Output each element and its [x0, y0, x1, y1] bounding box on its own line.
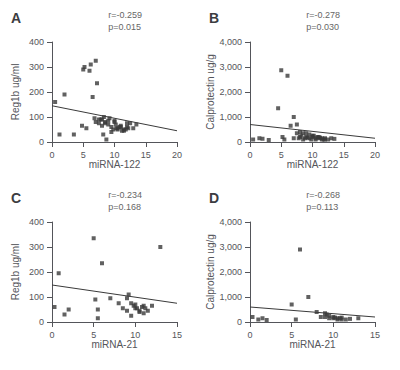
- svg-text:5: 5: [279, 150, 284, 160]
- svg-text:0: 0: [247, 330, 252, 340]
- svg-text:Calprotectin ug/g: Calprotectin ug/g: [205, 54, 216, 130]
- svg-text:5: 5: [81, 150, 86, 160]
- svg-text:p=0.113: p=0.113: [306, 202, 338, 212]
- svg-text:D: D: [209, 190, 219, 206]
- svg-text:10: 10: [109, 150, 119, 160]
- svg-text:Calprotectin ug/g: Calprotectin ug/g: [205, 234, 216, 310]
- svg-text:5: 5: [91, 330, 96, 340]
- svg-text:20: 20: [370, 150, 380, 160]
- svg-text:100: 100: [29, 292, 44, 302]
- svg-text:Reg1b ug/ml: Reg1b ug/ml: [10, 244, 21, 301]
- svg-text:A: A: [11, 10, 21, 26]
- svg-text:400: 400: [29, 217, 44, 227]
- svg-text:100: 100: [29, 112, 44, 122]
- svg-text:0: 0: [237, 317, 242, 327]
- svg-text:2,000: 2,000: [219, 87, 242, 97]
- svg-text:p=0.030: p=0.030: [306, 22, 339, 32]
- svg-text:p=0.168: p=0.168: [108, 202, 141, 212]
- svg-text:miRNA-122: miRNA-122: [287, 159, 339, 170]
- svg-text:miRNA-21: miRNA-21: [289, 339, 336, 350]
- svg-text:0: 0: [247, 150, 252, 160]
- svg-text:10: 10: [307, 150, 317, 160]
- svg-text:3,000: 3,000: [219, 62, 242, 72]
- svg-text:Reg1b ug/ml: Reg1b ug/ml: [10, 64, 21, 121]
- svg-text:1,000: 1,000: [219, 112, 242, 122]
- svg-text:3,000: 3,000: [219, 242, 242, 252]
- svg-text:10: 10: [130, 330, 140, 340]
- svg-text:20: 20: [172, 150, 182, 160]
- svg-text:10: 10: [328, 330, 338, 340]
- svg-text:0: 0: [49, 150, 54, 160]
- svg-text:200: 200: [29, 267, 44, 277]
- svg-text:B: B: [209, 10, 219, 26]
- svg-text:4,000: 4,000: [219, 217, 242, 227]
- svg-text:r=-0.234: r=-0.234: [108, 190, 142, 200]
- svg-text:300: 300: [29, 242, 44, 252]
- svg-text:miRNA-122: miRNA-122: [89, 159, 141, 170]
- svg-text:15: 15: [370, 330, 380, 340]
- svg-text:2,000: 2,000: [219, 267, 242, 277]
- svg-text:0: 0: [237, 137, 242, 147]
- svg-text:r=-0.259: r=-0.259: [108, 10, 142, 20]
- svg-text:15: 15: [141, 150, 151, 160]
- svg-text:4,000: 4,000: [219, 37, 242, 47]
- svg-text:r=-0.278: r=-0.278: [306, 10, 340, 20]
- svg-text:0: 0: [39, 317, 44, 327]
- svg-text:15: 15: [172, 330, 182, 340]
- svg-text:p=0.015: p=0.015: [108, 22, 141, 32]
- svg-text:15: 15: [339, 150, 349, 160]
- svg-text:1,000: 1,000: [219, 292, 242, 302]
- svg-text:C: C: [11, 190, 21, 206]
- svg-text:400: 400: [29, 37, 44, 47]
- svg-text:r=-0.268: r=-0.268: [306, 190, 340, 200]
- svg-text:5: 5: [289, 330, 294, 340]
- svg-text:miRNA-21: miRNA-21: [91, 339, 138, 350]
- svg-text:0: 0: [49, 330, 54, 340]
- svg-text:300: 300: [29, 62, 44, 72]
- svg-text:200: 200: [29, 87, 44, 97]
- svg-text:0: 0: [39, 137, 44, 147]
